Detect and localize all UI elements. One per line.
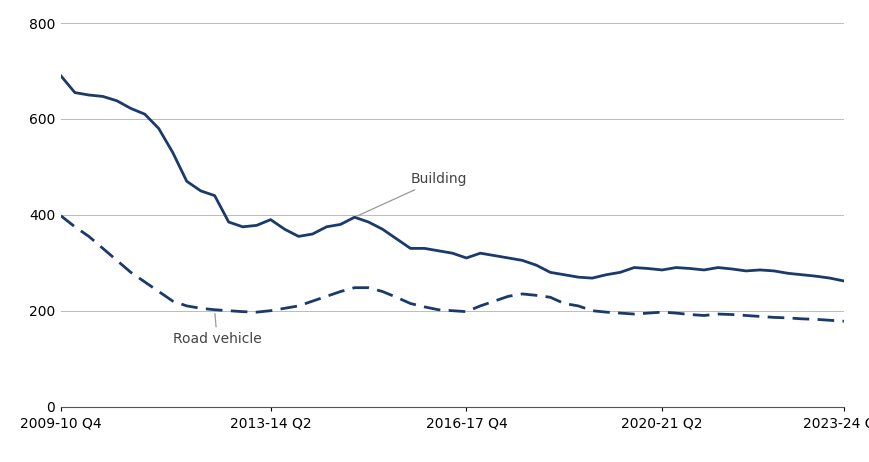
- Text: Road vehicle: Road vehicle: [173, 313, 262, 346]
- Text: Building: Building: [356, 172, 467, 216]
